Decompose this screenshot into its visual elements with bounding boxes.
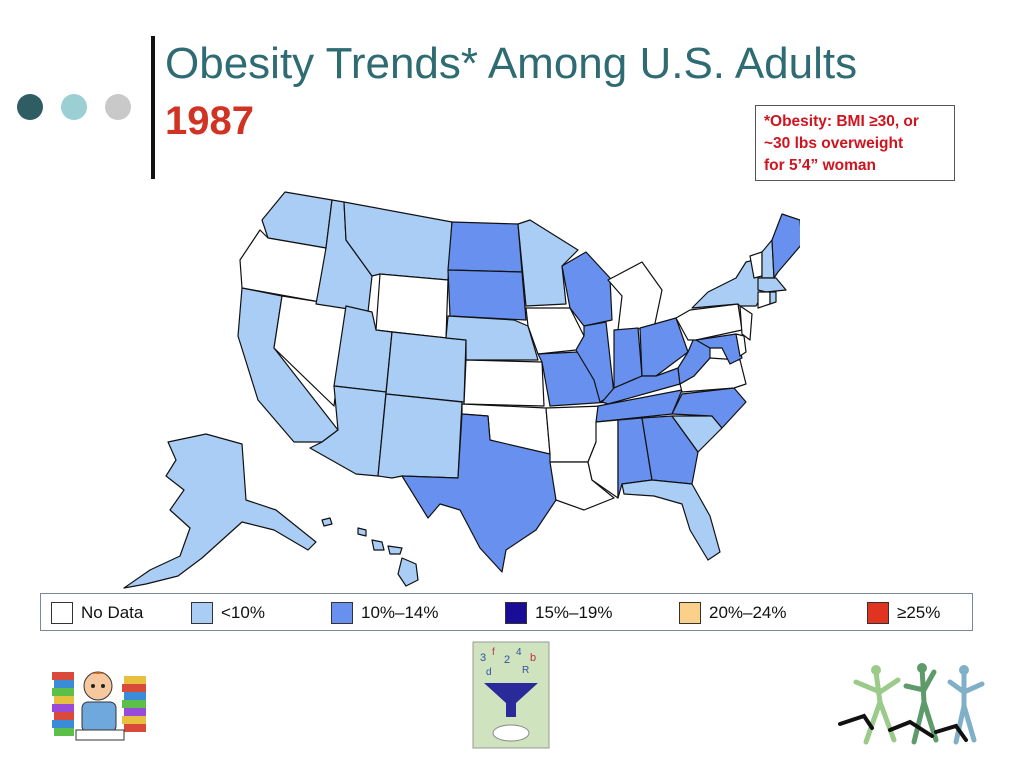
us-obesity-map <box>123 191 800 589</box>
legend-item-20-24: 20%–24% <box>679 599 787 627</box>
dancers-silhouette-clipart <box>838 663 985 745</box>
svg-text:4: 4 <box>516 647 522 658</box>
state-FL <box>621 479 721 561</box>
slide-title: Obesity Trends* Among U.S. Adults <box>165 39 858 88</box>
decor-dot-dark <box>17 94 43 120</box>
state-NE <box>445 315 539 361</box>
state-NM <box>377 393 463 479</box>
obesity-definition-note: *Obesity: BMI ≥30, or ~30 lbs overweight… <box>755 105 955 181</box>
state-WV <box>677 337 711 385</box>
legend-item-ge25: ≥25% <box>867 599 940 627</box>
legend-item-no-data: No Data <box>51 599 143 627</box>
state-NJ <box>739 305 753 341</box>
legend-label: 10%–14% <box>361 603 439 622</box>
svg-text:f: f <box>492 647 495 658</box>
state-SD <box>447 269 527 321</box>
decor-dot-teal <box>61 94 87 120</box>
state-KY <box>601 367 681 405</box>
state-ME <box>771 213 800 279</box>
student-with-books-clipart <box>52 671 146 741</box>
state-CO <box>385 331 467 403</box>
state-WI <box>561 251 613 327</box>
state-MI <box>607 261 663 331</box>
legend-label: 20%–24% <box>709 603 787 622</box>
legend-label: <10% <box>221 603 265 622</box>
state-IL <box>575 321 615 403</box>
svg-text:3: 3 <box>480 652 486 664</box>
number-funnel-clipart: 3 f 2 4 b d R <box>472 641 550 749</box>
state-DE <box>735 333 747 357</box>
slide-year: 1987 <box>165 99 254 143</box>
state-ND <box>447 221 523 273</box>
state-RI <box>769 291 777 305</box>
legend-item-lt10: <10% <box>191 599 265 627</box>
legend-swatch <box>679 602 701 624</box>
state-KS <box>463 359 545 407</box>
title-divider <box>151 36 155 179</box>
legend-swatch <box>331 602 353 624</box>
legend-swatch <box>505 602 527 624</box>
state-CT <box>757 291 771 309</box>
legend-label: No Data <box>81 603 144 622</box>
svg-text:2: 2 <box>504 654 510 666</box>
legend-swatch <box>191 602 213 624</box>
svg-text:b: b <box>530 652 536 664</box>
state-OH <box>639 317 689 377</box>
decor-dot-gray <box>105 94 131 120</box>
legend-item-10-14: 10%–14% <box>331 599 439 627</box>
state-MA <box>757 277 787 293</box>
legend-swatch <box>51 602 73 624</box>
map-legend: No Data <10% 10%–14% 15%–19% 20%–24% ≥25… <box>40 593 973 631</box>
legend-label: 15%–19% <box>535 603 613 622</box>
state-NC <box>671 387 747 429</box>
state-TX <box>401 413 557 573</box>
legend-swatch <box>867 602 889 624</box>
state-AK <box>123 433 317 589</box>
legend-item-15-19: 15%–19% <box>505 599 613 627</box>
state-WY <box>375 273 449 339</box>
svg-text:R: R <box>522 665 529 676</box>
legend-label: ≥25% <box>897 603 941 622</box>
state-HI <box>321 517 419 587</box>
svg-text:d: d <box>486 667 492 678</box>
